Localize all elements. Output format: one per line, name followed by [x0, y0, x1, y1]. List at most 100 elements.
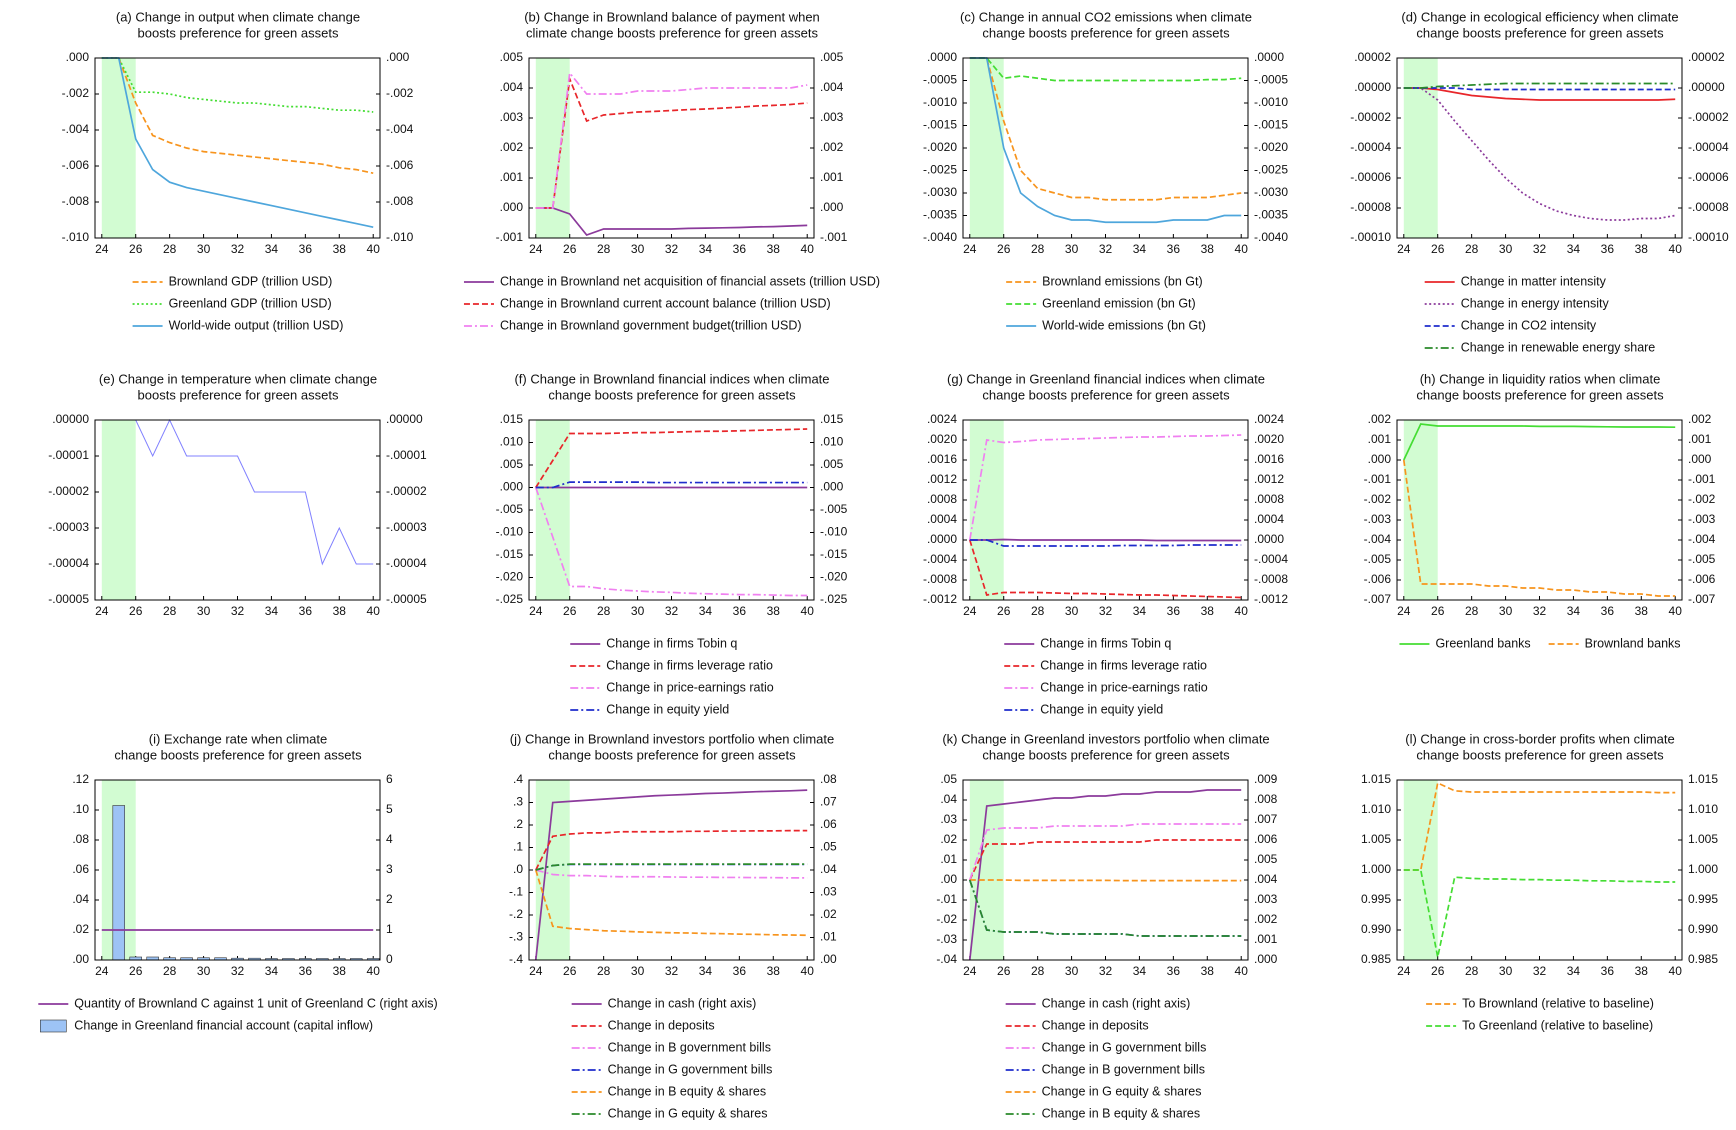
legend-label: Change in Brownland government budget(tr… — [500, 318, 802, 332]
chart-title: (b) Change in Brownland balance of payme… — [524, 9, 820, 24]
line-series — [1403, 781, 1676, 871]
legend-label: Change in deposits — [608, 1018, 715, 1032]
legend-item: Change in deposits — [1005, 1018, 1149, 1032]
legend-item: Change in equity yield — [570, 702, 729, 716]
x-tick-label: 28 — [1465, 242, 1479, 256]
y2-tick-label: -.0012 — [1254, 592, 1288, 606]
x-tick-label: 34 — [1567, 242, 1581, 256]
y-tick-label: -.03 — [936, 932, 957, 946]
line-series — [1403, 87, 1676, 101]
x-tick-label: 28 — [163, 242, 177, 256]
y2-tick-label: -.00004 — [386, 556, 427, 570]
legend-label: Change in renewable energy share — [1461, 340, 1656, 354]
legend-label: Change in G government bills — [1042, 1040, 1207, 1054]
y2-tick-label: -.00008 — [1688, 200, 1729, 214]
legend-item: Greenland GDP (trillion USD) — [132, 296, 332, 310]
y2-tick-label: -.001 — [1688, 472, 1716, 486]
y2-tick-label: -.005 — [1688, 552, 1716, 566]
legend-label: Brownland banks — [1585, 636, 1681, 650]
x-tick-label: 30 — [197, 964, 211, 978]
x-tick-label: 34 — [265, 242, 279, 256]
line-series — [535, 863, 808, 871]
y-tick-label: -.00010 — [1350, 230, 1391, 244]
x-tick-label: 40 — [1669, 604, 1683, 618]
legend-label: Change in price-earnings ratio — [606, 680, 774, 694]
x-tick-label: 30 — [197, 604, 211, 618]
y-tick-label: .002 — [500, 140, 524, 154]
x-tick-label: 38 — [767, 242, 781, 256]
x-tick-label: 24 — [529, 604, 543, 618]
legend-item: Change in B government bills — [571, 1040, 771, 1054]
legend-item: World-wide output (trillion USD) — [132, 318, 343, 332]
x-tick-label: 26 — [563, 604, 577, 618]
x-tick-label: 32 — [665, 604, 679, 618]
y2-tick-label: .000 — [820, 480, 844, 494]
legend-label: World-wide emissions (bn Gt) — [1042, 318, 1206, 332]
x-tick-label: 24 — [1397, 604, 1411, 618]
y-tick-label: -.0040 — [923, 230, 957, 244]
legend-label: Change in firms Tobin q — [606, 636, 737, 650]
legend-item: Change in Greenland financial account (c… — [40, 1018, 373, 1033]
x-tick-label: 30 — [631, 964, 645, 978]
y-tick-label: .001 — [1368, 432, 1392, 446]
x-tick-label: 34 — [1133, 604, 1147, 618]
legend-label: Change in matter intensity — [1461, 274, 1607, 288]
legend-item: Change in G equity & shares — [1005, 1084, 1201, 1098]
y2-tick-label: -.0015 — [1254, 118, 1288, 132]
line-series — [535, 75, 808, 209]
y-tick-label: .0 — [513, 862, 523, 876]
x-tick-label: 36 — [1167, 604, 1181, 618]
x-tick-label: 34 — [699, 604, 713, 618]
x-tick-label: 24 — [1397, 964, 1411, 978]
chart-title: change boosts preference for green asset… — [114, 747, 362, 762]
x-tick-label: 32 — [665, 242, 679, 256]
y2-tick-label: 5 — [386, 802, 393, 816]
x-tick-label: 40 — [1235, 242, 1249, 256]
legend-label: Change in equity yield — [606, 702, 729, 716]
line-series — [1403, 87, 1676, 221]
y-tick-label: -.001 — [496, 230, 524, 244]
panel: (e) Change in temperature when climate c… — [48, 371, 427, 618]
legend-item: Change in matter intensity — [1424, 274, 1607, 288]
x-tick-label: 34 — [1567, 964, 1581, 978]
legend: Quantity of Brownland C against 1 unit o… — [38, 996, 438, 1033]
x-tick-label: 34 — [699, 964, 713, 978]
x-tick-label: 36 — [299, 242, 313, 256]
x-tick-label: 40 — [1669, 242, 1683, 256]
highlight-band — [1403, 58, 1438, 238]
y-tick-label: -.00003 — [48, 520, 89, 534]
x-tick-label: 34 — [699, 242, 713, 256]
x-tick-label: 34 — [265, 604, 279, 618]
x-tick-label: 36 — [733, 964, 747, 978]
y-tick-label: .1 — [513, 840, 523, 854]
line-series — [101, 418, 374, 566]
y-tick-label: -.0010 — [923, 95, 957, 109]
y2-tick-label: 1.010 — [1688, 802, 1718, 816]
y-tick-label: .001 — [500, 170, 524, 184]
panel: (b) Change in Brownland balance of payme… — [463, 9, 880, 332]
chart-title: change boosts preference for green asset… — [1416, 25, 1664, 40]
chart-title: change boosts preference for green asset… — [1416, 747, 1664, 762]
chart-title: (d) Change in ecological efficiency when… — [1401, 9, 1678, 24]
y2-tick-label: .0004 — [1254, 512, 1284, 526]
x-tick-label: 40 — [801, 604, 815, 618]
line-series — [969, 57, 1242, 201]
y2-tick-label: -.015 — [820, 547, 848, 561]
x-tick-label: 28 — [1465, 964, 1479, 978]
y-tick-label: .03 — [940, 812, 957, 826]
y-tick-label: 1.000 — [1361, 862, 1391, 876]
y2-tick-label: .005 — [820, 457, 844, 471]
y2-tick-label: .0012 — [1254, 472, 1284, 486]
y-tick-label: .3 — [513, 795, 523, 809]
line-series — [1403, 423, 1676, 461]
y2-tick-label: .007 — [1254, 812, 1278, 826]
legend-label: Change in price-earnings ratio — [1040, 680, 1208, 694]
y-tick-label: -.0020 — [923, 140, 957, 154]
chart-title: change boosts preference for green asset… — [982, 25, 1230, 40]
legend-label: Change in equity yield — [1040, 702, 1163, 716]
x-tick-label: 26 — [129, 242, 143, 256]
panel: (d) Change in ecological efficiency when… — [1350, 9, 1729, 354]
line-series — [101, 57, 374, 175]
y-tick-label: -.010 — [62, 230, 90, 244]
y2-tick-label: .0016 — [1254, 452, 1284, 466]
